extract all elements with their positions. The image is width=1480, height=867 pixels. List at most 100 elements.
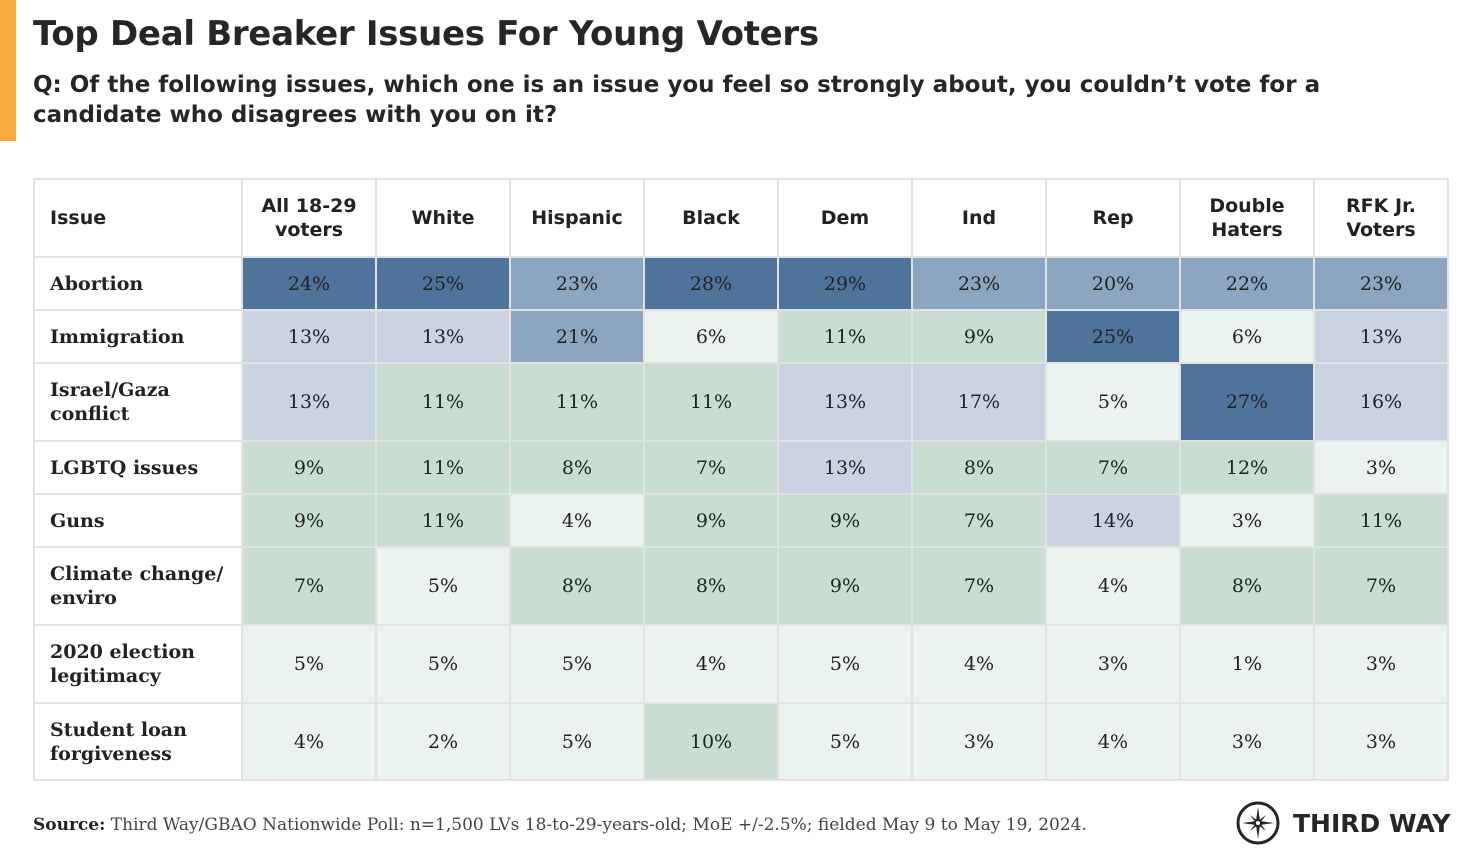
value-cell: 5% <box>241 624 377 704</box>
issue-label: Israel/Gaza conflict <box>33 362 243 442</box>
chart-subtitle: Q: Of the following issues, which one is… <box>33 72 1321 128</box>
source-text: Third Way/GBAO Nationwide Poll: n=1,500 … <box>105 815 1087 835</box>
value-cell: 2% <box>375 702 511 781</box>
value-cell: 9% <box>241 493 377 548</box>
value-cell: 20% <box>1045 256 1181 311</box>
value-cell: 7% <box>241 546 377 626</box>
issue-label: Guns <box>33 493 243 548</box>
value-cell: 16% <box>1313 362 1449 442</box>
value-cell: 1% <box>1179 624 1315 704</box>
value-cell: 6% <box>643 309 779 364</box>
value-cell: 9% <box>777 493 913 548</box>
value-cell: 13% <box>241 362 377 442</box>
column-header: Double Haters <box>1179 178 1315 258</box>
value-cell: 5% <box>375 546 511 626</box>
value-cell: 13% <box>241 309 377 364</box>
column-header: Dem <box>777 178 913 258</box>
table-row: Climate change/ enviro 7% 5% 8% 8% 9% 7% 4% 8% 7% <box>33 546 1449 626</box>
value-cell: 27% <box>1179 362 1315 442</box>
value-cell: 11% <box>375 493 511 548</box>
value-cell: 3% <box>1313 624 1449 704</box>
table-row: Abortion 24% 25% 23% 28% 29% 23% 20% 22% 23% <box>33 256 1449 311</box>
value-cell: 5% <box>1045 362 1181 442</box>
value-cell: 4% <box>509 493 645 548</box>
source-note: Source: Third Way/GBAO Nationwide Poll: … <box>33 815 1087 835</box>
issue-label: LGBTQ issues <box>33 440 243 495</box>
table-row: Guns 9% 11% 4% 9% 9% 7% 14% 3% 11% <box>33 493 1449 548</box>
column-header: White <box>375 178 511 258</box>
value-cell: 13% <box>777 362 913 442</box>
value-cell: 13% <box>777 440 913 495</box>
value-cell: 4% <box>1045 702 1181 781</box>
column-header: All 18-29 voters <box>241 178 377 258</box>
value-cell: 4% <box>643 624 779 704</box>
table-row: 2020 election legitimacy 5% 5% 5% 4% 5% 4% 3% 1%… <box>33 624 1449 704</box>
table-row: Israel/Gaza conflict 13% 11% 11% 11% 13% 17% 5%… <box>33 362 1449 442</box>
value-cell: 6% <box>1179 309 1315 364</box>
value-cell: 3% <box>1179 493 1315 548</box>
value-cell: 9% <box>911 309 1047 364</box>
value-cell: 5% <box>509 702 645 781</box>
value-cell: 25% <box>375 256 511 311</box>
value-cell: 12% <box>1179 440 1315 495</box>
value-cell: 5% <box>777 624 913 704</box>
value-cell: 23% <box>911 256 1047 311</box>
value-cell: 3% <box>1313 702 1449 781</box>
value-cell: 3% <box>911 702 1047 781</box>
value-cell: 8% <box>1179 546 1315 626</box>
issue-label: 2020 election legitimacy <box>33 624 243 704</box>
accent-bar <box>0 0 16 141</box>
value-cell: 17% <box>911 362 1047 442</box>
value-cell: 14% <box>1045 493 1181 548</box>
value-cell: 7% <box>1313 546 1449 626</box>
value-cell: 3% <box>1179 702 1315 781</box>
value-cell: 5% <box>375 624 511 704</box>
value-cell: 11% <box>375 362 511 442</box>
table-row: Student loan forgiveness 4% 2% 5% 10% 5% 3% 4% 3… <box>33 702 1449 781</box>
issue-label: Climate change/ enviro <box>33 546 243 626</box>
value-cell: 9% <box>643 493 779 548</box>
value-cell: 3% <box>1045 624 1181 704</box>
value-cell: 28% <box>643 256 779 311</box>
value-cell: 13% <box>375 309 511 364</box>
value-cell: 8% <box>643 546 779 626</box>
value-cell: 29% <box>777 256 913 311</box>
issue-label: Abortion <box>33 256 243 311</box>
value-cell: 7% <box>911 546 1047 626</box>
value-cell: 11% <box>1313 493 1449 548</box>
value-cell: 7% <box>643 440 779 495</box>
value-cell: 4% <box>241 702 377 781</box>
compass-icon <box>1236 801 1280 845</box>
value-cell: 22% <box>1179 256 1315 311</box>
issue-label: Immigration <box>33 309 243 364</box>
value-cell: 11% <box>509 362 645 442</box>
value-cell: 9% <box>241 440 377 495</box>
value-cell: 7% <box>911 493 1047 548</box>
value-cell: 24% <box>241 256 377 311</box>
value-cell: 11% <box>777 309 913 364</box>
value-cell: 11% <box>375 440 511 495</box>
value-cell: 3% <box>1313 440 1449 495</box>
value-cell: 8% <box>509 440 645 495</box>
column-header: Black <box>643 178 779 258</box>
column-header: Rep <box>1045 178 1181 258</box>
value-cell: 10% <box>643 702 779 781</box>
issue-label: Student loan forgiveness <box>33 702 243 781</box>
column-header: RFK Jr. Voters <box>1313 178 1449 258</box>
column-header: Ind <box>911 178 1047 258</box>
value-cell: 25% <box>1045 309 1181 364</box>
chart-title: Top Deal Breaker Issues For Young Voters <box>33 14 819 54</box>
value-cell: 13% <box>1313 309 1449 364</box>
value-cell: 4% <box>1045 546 1181 626</box>
table-row: Immigration 13% 13% 21% 6% 11% 9% 25% 6% 13% <box>33 309 1449 364</box>
value-cell: 5% <box>509 624 645 704</box>
value-cell: 5% <box>777 702 913 781</box>
value-cell: 8% <box>509 546 645 626</box>
results-table: Issue All 18-29 voters White Hispanic Black D… <box>33 178 1449 781</box>
value-cell: 21% <box>509 309 645 364</box>
value-cell: 9% <box>777 546 913 626</box>
source-label: Source: <box>33 815 106 835</box>
value-cell: 23% <box>1313 256 1449 311</box>
table-row: LGBTQ issues 9% 11% 8% 7% 13% 8% 7% 12% 3% <box>33 440 1449 495</box>
header-row: Issue All 18-29 voters White Hispanic Black D… <box>33 178 1449 258</box>
